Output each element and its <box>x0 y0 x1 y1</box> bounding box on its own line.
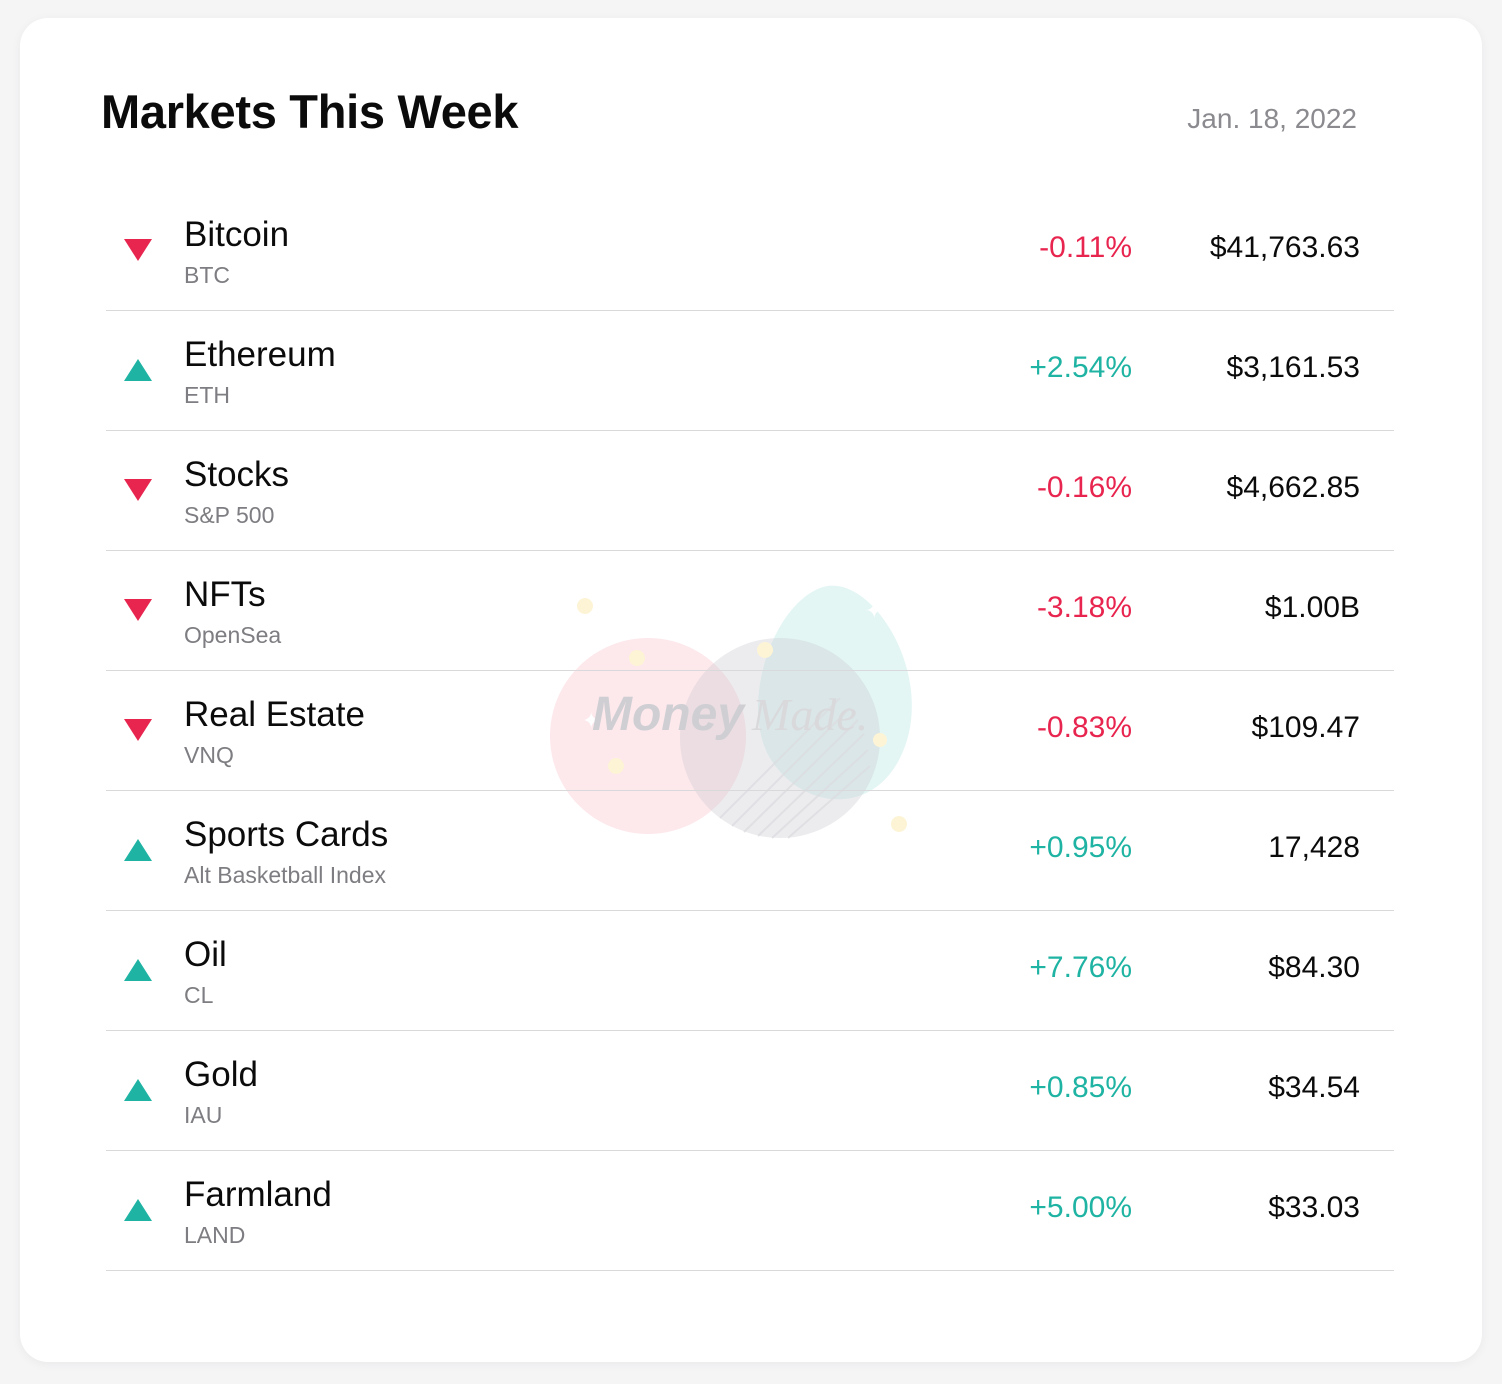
market-value: 17,428 <box>1268 831 1360 864</box>
market-list: Bitcoin BTC -0.11% $41,763.63 Ethereum ETH +2.… <box>106 191 1394 1271</box>
market-row[interactable]: Ethereum ETH +2.54% $3,161.53 <box>106 311 1394 431</box>
market-row[interactable]: Oil CL +7.76% $84.30 <box>106 911 1394 1031</box>
market-value: $4,662.85 <box>1226 471 1360 504</box>
market-name: Farmland <box>184 1175 332 1214</box>
market-ticker: VNQ <box>184 742 234 768</box>
market-change: +7.76% <box>1029 951 1132 984</box>
market-change: +0.85% <box>1029 1071 1132 1104</box>
market-change: +5.00% <box>1029 1191 1132 1224</box>
market-row[interactable]: Real Estate VNQ -0.83% $109.47 <box>106 671 1394 791</box>
market-name: NFTs <box>184 575 266 614</box>
market-value: $33.03 <box>1268 1191 1360 1224</box>
market-value: $3,161.53 <box>1226 351 1360 384</box>
triangle-down-icon <box>124 719 152 741</box>
market-row[interactable]: Bitcoin BTC -0.11% $41,763.63 <box>106 191 1394 311</box>
market-row[interactable]: Gold IAU +0.85% $34.54 <box>106 1031 1394 1151</box>
market-value: $41,763.63 <box>1209 231 1360 264</box>
market-name: Real Estate <box>184 695 365 734</box>
market-value: $84.30 <box>1268 951 1360 984</box>
market-ticker: IAU <box>184 1102 223 1128</box>
triangle-up-icon <box>124 959 152 981</box>
market-name: Gold <box>184 1055 258 1094</box>
triangle-up-icon <box>124 1199 152 1221</box>
triangle-down-icon <box>124 599 152 621</box>
market-ticker: OpenSea <box>184 622 282 648</box>
market-change: -0.16% <box>1036 471 1132 504</box>
markets-card: Markets This Week Jan. 18, 2022 ✦ ✦ Mone… <box>20 18 1482 1362</box>
triangle-up-icon <box>124 1079 152 1101</box>
page-title: Markets This Week <box>101 85 519 138</box>
market-value: $34.54 <box>1268 1071 1360 1104</box>
market-name: Oil <box>184 935 227 974</box>
market-row[interactable]: NFTs OpenSea -3.18% $1.00B <box>106 551 1394 671</box>
market-ticker: S&P 500 <box>184 502 275 528</box>
market-name: Bitcoin <box>184 215 290 254</box>
market-ticker: LAND <box>184 1222 246 1248</box>
market-change: -0.11% <box>1039 231 1132 264</box>
market-row[interactable]: Sports Cards Alt Basketball Index +0.95% 17… <box>106 791 1394 911</box>
triangle-down-icon <box>124 239 152 261</box>
market-row[interactable]: Farmland LAND +5.00% $33.03 <box>106 1151 1394 1271</box>
market-name: Sports Cards <box>184 815 389 854</box>
triangle-up-icon <box>124 839 152 861</box>
date-label: Jan. 18, 2022 <box>1187 103 1357 134</box>
market-ticker: BTC <box>184 262 230 288</box>
market-change: -0.83% <box>1036 711 1132 744</box>
market-ticker: ETH <box>184 382 230 408</box>
market-value: $1.00B <box>1264 591 1360 624</box>
market-row[interactable]: Stocks S&P 500 -0.16% $4,662.85 <box>106 431 1394 551</box>
market-change: +0.95% <box>1029 831 1132 864</box>
market-name: Ethereum <box>184 335 336 374</box>
market-ticker: Alt Basketball Index <box>184 862 387 888</box>
market-ticker: CL <box>184 982 214 1008</box>
market-change: -3.18% <box>1036 591 1132 624</box>
triangle-up-icon <box>124 359 152 381</box>
market-name: Stocks <box>184 455 290 494</box>
market-change: +2.54% <box>1029 351 1132 384</box>
market-value: $109.47 <box>1251 711 1360 744</box>
triangle-down-icon <box>124 479 152 501</box>
